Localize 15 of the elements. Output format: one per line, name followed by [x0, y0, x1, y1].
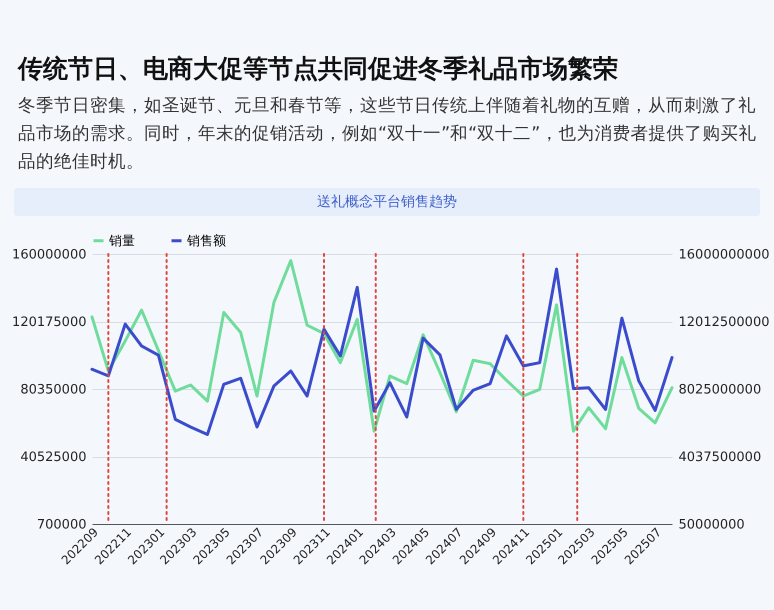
y-tick-label: 700000 — [36, 518, 86, 532]
legend-label: 销售额 — [186, 234, 226, 249]
y2-tick-label: 12012500000 — [678, 315, 770, 330]
legend-label: 销量 — [108, 234, 135, 249]
text: 送礼概念平台销售趋势 — [14, 188, 760, 216]
y-tick-label: 40525000 — [20, 450, 86, 465]
y2-tick-label: 4037500000 — [678, 450, 762, 465]
y2-tick-label: 8025000000 — [678, 382, 762, 398]
y-tick-label: 80350000 — [20, 382, 86, 398]
y2-tick-label: 16000000000 — [678, 248, 770, 262]
y-tick-label: 120175000 — [12, 315, 86, 330]
chart-subtitle: 冬季节日密集，如圣诞节、元旦和春节等，这些节日传统上伴随着礼物的互赠，从而刺激了礼品市场的需求。同时，年末的促销活动，例如“双十一”和“双十二”，也为消费者提供了购买礼品的绝佳时机。 — [18, 95, 758, 174]
y2-tick-label: 50000000 — [678, 518, 745, 532]
y-tick-label: 160000000 — [12, 248, 86, 262]
chart-title: 传统节日、电商大促等节点共同促进冬季礼品市场繁荣 — [18, 53, 619, 85]
